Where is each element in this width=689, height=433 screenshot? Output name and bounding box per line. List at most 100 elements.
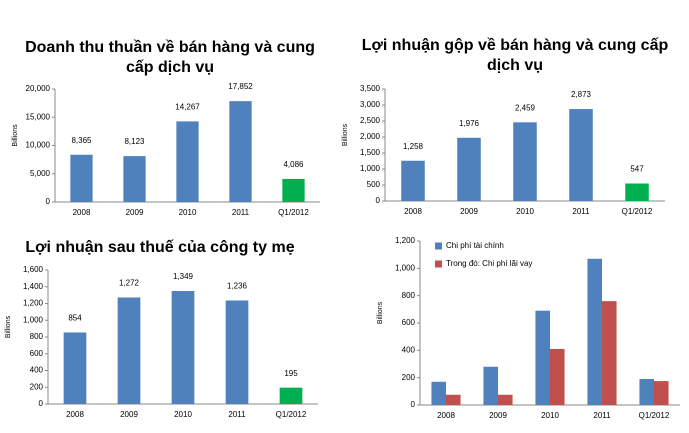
y-tick-label: 800 bbox=[402, 291, 416, 300]
y-tick-label: 0 bbox=[46, 197, 51, 206]
y-axis-label: Billions bbox=[377, 301, 384, 324]
bar bbox=[535, 310, 550, 405]
x-tick-label: 2008 bbox=[73, 208, 91, 217]
chart-title: Doanh thu thuần về bán hàng và cung cấp … bbox=[25, 39, 315, 76]
y-tick-label: 1,600 bbox=[23, 265, 44, 274]
x-tick-label: 2010 bbox=[179, 208, 197, 217]
y-tick-label: 500 bbox=[367, 180, 381, 189]
bar bbox=[602, 301, 617, 405]
x-tick-label: 2011 bbox=[232, 208, 250, 217]
y-axis-label: Billions bbox=[12, 124, 19, 147]
y-tick-label: 200 bbox=[30, 382, 44, 391]
bar bbox=[639, 379, 654, 405]
x-tick-label: Q1/2012 bbox=[276, 410, 307, 419]
value-label: 14,267 bbox=[175, 103, 200, 112]
x-tick-label: 2011 bbox=[228, 410, 246, 419]
y-axis-label: Billions bbox=[342, 123, 349, 146]
y-tick-label: 15,000 bbox=[26, 112, 51, 121]
y-tick-label: 400 bbox=[30, 366, 44, 375]
bar bbox=[282, 178, 305, 202]
bar bbox=[431, 381, 446, 405]
x-tick-label: 2008 bbox=[66, 410, 84, 419]
legend-swatch bbox=[435, 242, 442, 250]
x-tick-label: Q1/2012 bbox=[622, 207, 653, 216]
bar bbox=[587, 258, 602, 405]
y-tick-label: 400 bbox=[402, 345, 416, 354]
value-label: 1,258 bbox=[403, 142, 424, 151]
x-tick-label: 2009 bbox=[460, 207, 478, 216]
value-label: 1,349 bbox=[173, 272, 194, 281]
value-label: 4,086 bbox=[283, 160, 304, 169]
x-tick-label: 2008 bbox=[437, 411, 455, 420]
y-tick-label: 3,000 bbox=[360, 100, 381, 109]
bar bbox=[176, 121, 199, 202]
value-label: 547 bbox=[630, 165, 644, 174]
y-tick-label: 600 bbox=[402, 318, 416, 327]
bar bbox=[401, 160, 425, 201]
legend-swatch bbox=[435, 260, 442, 268]
x-tick-label: Q1/2012 bbox=[278, 208, 309, 217]
y-tick-label: 2,500 bbox=[360, 116, 381, 125]
value-label: 8,123 bbox=[124, 137, 145, 146]
bar bbox=[483, 366, 498, 405]
y-tick-label: 600 bbox=[30, 349, 44, 358]
y-tick-label: 2,000 bbox=[360, 132, 381, 141]
bar bbox=[550, 348, 565, 405]
x-tick-label: 2010 bbox=[174, 410, 192, 419]
bar bbox=[498, 394, 513, 405]
x-tick-label: 2010 bbox=[516, 207, 534, 216]
y-tick-label: 0 bbox=[39, 399, 44, 408]
x-tick-label: Q1/2012 bbox=[639, 411, 670, 420]
chart-title: Lợi nhuận gộp về bán hàng và cung cấp dị… bbox=[361, 37, 669, 74]
value-label: 2,459 bbox=[515, 103, 536, 112]
bar bbox=[457, 137, 481, 201]
y-tick-label: 10,000 bbox=[26, 141, 51, 150]
bar bbox=[171, 291, 195, 404]
y-tick-label: 1,200 bbox=[395, 236, 416, 245]
y-tick-label: 800 bbox=[30, 332, 44, 341]
chart-title: Lợi nhuận sau thuế của công ty mẹ bbox=[25, 239, 295, 256]
bar bbox=[569, 109, 593, 201]
value-label: 195 bbox=[284, 369, 298, 378]
value-label: 854 bbox=[68, 314, 82, 323]
x-tick-label: 2009 bbox=[126, 208, 144, 217]
x-tick-label: 2011 bbox=[593, 411, 611, 420]
bar bbox=[229, 101, 252, 202]
bar bbox=[70, 154, 93, 202]
bar bbox=[117, 297, 141, 404]
legend-label: Chi phí tài chính bbox=[446, 241, 504, 250]
value-label: 1,272 bbox=[119, 279, 140, 288]
value-label: 2,873 bbox=[571, 90, 592, 99]
y-tick-label: 1,500 bbox=[360, 148, 381, 157]
legend-label: Trong đó: Chi phí lãi vay bbox=[446, 259, 532, 268]
value-label: 1,976 bbox=[459, 119, 480, 128]
y-tick-label: 0 bbox=[411, 400, 416, 409]
y-tick-label: 5,000 bbox=[30, 169, 51, 178]
y-tick-label: 1,000 bbox=[395, 263, 416, 272]
y-tick-label: 0 bbox=[376, 196, 381, 205]
y-tick-label: 1,000 bbox=[23, 315, 44, 324]
bar bbox=[225, 300, 249, 404]
value-label: 17,852 bbox=[228, 82, 253, 91]
y-tick-label: 1,000 bbox=[360, 164, 381, 173]
bar bbox=[63, 332, 87, 404]
bar bbox=[279, 387, 303, 404]
x-tick-label: 2009 bbox=[489, 411, 507, 420]
x-tick-label: 2009 bbox=[120, 410, 138, 419]
y-tick-label: 1,400 bbox=[23, 282, 44, 291]
value-label: 8,365 bbox=[71, 136, 92, 145]
bar bbox=[123, 156, 146, 202]
y-tick-label: 20,000 bbox=[26, 84, 51, 93]
x-tick-label: 2008 bbox=[404, 207, 422, 216]
bar bbox=[625, 183, 649, 201]
x-tick-label: 2011 bbox=[572, 207, 590, 216]
y-tick-label: 3,500 bbox=[360, 84, 381, 93]
y-tick-label: 200 bbox=[402, 373, 416, 382]
y-tick-label: 1,200 bbox=[23, 299, 44, 308]
bar bbox=[446, 394, 461, 405]
bar bbox=[654, 381, 669, 405]
y-axis-label: Billions bbox=[5, 315, 12, 338]
x-tick-label: 2010 bbox=[541, 411, 559, 420]
